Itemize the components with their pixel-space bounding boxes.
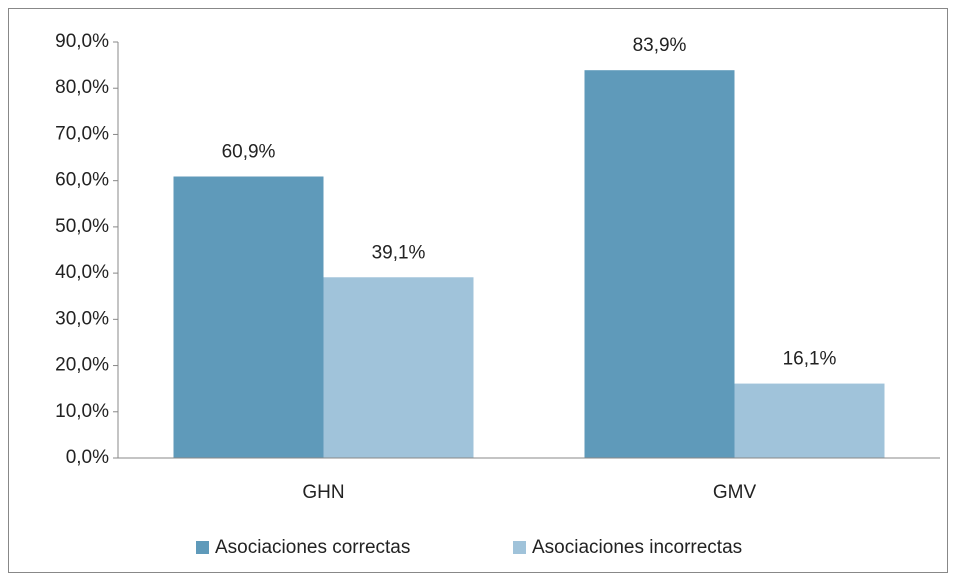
y-tick-label: 10,0% — [55, 401, 109, 422]
y-tick-label: 30,0% — [55, 308, 109, 329]
legend-label: Asociaciones correctas — [215, 537, 410, 558]
y-tick-label: 80,0% — [55, 77, 109, 98]
y-tick-label: 60,0% — [55, 170, 109, 191]
legend-label: Asociaciones incorrectas — [532, 537, 742, 558]
legend-swatch — [513, 541, 526, 554]
x-tick-label: GHN — [302, 482, 344, 503]
y-tick-label: 0,0% — [66, 447, 109, 468]
x-tick-label: GMV — [713, 482, 757, 503]
bar — [584, 70, 735, 458]
data-label: 39,1% — [372, 242, 426, 263]
y-tick-label: 20,0% — [55, 355, 109, 376]
y-tick-label: 70,0% — [55, 123, 109, 144]
chart-border — [8, 8, 948, 573]
bar — [734, 383, 885, 458]
legend-swatch — [196, 541, 209, 554]
data-label: 16,1% — [783, 349, 837, 370]
y-tick-label: 90,0% — [55, 31, 109, 52]
y-tick-label: 40,0% — [55, 262, 109, 283]
bar — [323, 277, 474, 458]
data-label: 60,9% — [222, 142, 276, 163]
bar — [173, 176, 324, 459]
y-tick-label: 50,0% — [55, 216, 109, 237]
data-label: 83,9% — [633, 35, 687, 56]
